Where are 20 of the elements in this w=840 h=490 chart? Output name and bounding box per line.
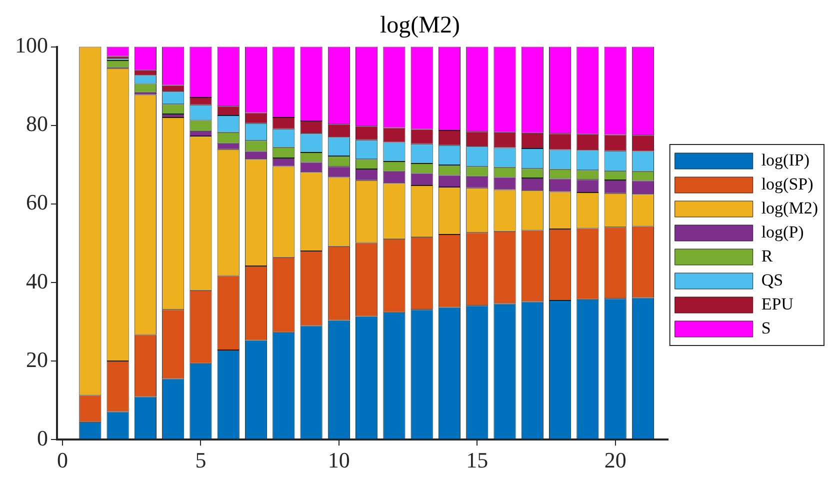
- y-tick-label: 0: [37, 425, 48, 450]
- y-tick-label: 20: [26, 346, 48, 372]
- legend-label: log(M2): [761, 198, 818, 218]
- legend-label: log(IP): [761, 150, 810, 170]
- x-tick-label: 5: [195, 448, 206, 473]
- x-tick-label: 0: [57, 448, 68, 473]
- legend-label: R: [761, 246, 774, 266]
- legend-label: EPU: [761, 294, 794, 314]
- y-tick-label: 100: [15, 32, 48, 58]
- x-tick-label: 20: [604, 448, 626, 473]
- x-tick-label: 10: [328, 448, 350, 473]
- legend-label: log(SP): [761, 174, 814, 194]
- y-tick-label: 40: [26, 268, 48, 294]
- y-tick-label: 60: [26, 190, 48, 215]
- x-tick-label: 15: [466, 448, 488, 473]
- legend-label: S: [761, 318, 771, 338]
- chart-title: log(M2): [380, 12, 460, 39]
- legend-label: log(P): [761, 222, 804, 242]
- legend-label: QS: [761, 270, 784, 290]
- y-tick-label: 80: [26, 111, 48, 136]
